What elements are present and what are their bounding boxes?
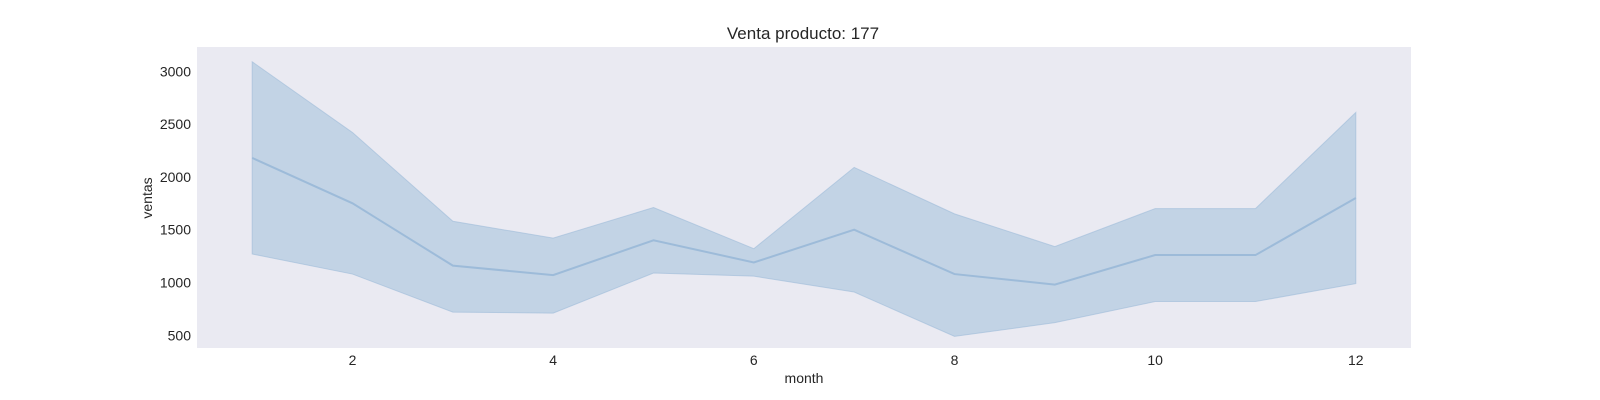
- x-tick-label: 2: [349, 352, 357, 368]
- y-axis-label: ventas: [139, 177, 155, 218]
- confidence-band: [251, 60, 1357, 337]
- y-tick-label: 2000: [160, 169, 191, 185]
- series-line: [251, 156, 1357, 286]
- x-tick-label: 12: [1348, 352, 1364, 368]
- y-tick-label: 1500: [160, 222, 191, 238]
- y-tick-label: 3000: [160, 63, 191, 79]
- y-tick-label: 1000: [160, 275, 191, 291]
- y-tick-label: 500: [168, 327, 192, 343]
- chart-title: Venta producto: 177: [727, 24, 879, 43]
- x-tick-label: 10: [1147, 352, 1163, 368]
- y-tick-label: 2500: [160, 116, 191, 132]
- x-tick-label: 8: [951, 352, 959, 368]
- x-tick-label: 6: [750, 352, 758, 368]
- x-tick-label: 4: [549, 352, 557, 368]
- x-axis-label: month: [785, 370, 824, 386]
